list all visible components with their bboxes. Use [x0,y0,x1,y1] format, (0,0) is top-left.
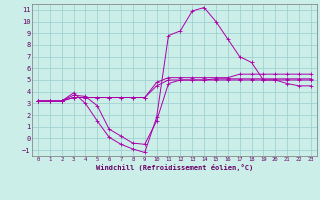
X-axis label: Windchill (Refroidissement éolien,°C): Windchill (Refroidissement éolien,°C) [96,164,253,171]
